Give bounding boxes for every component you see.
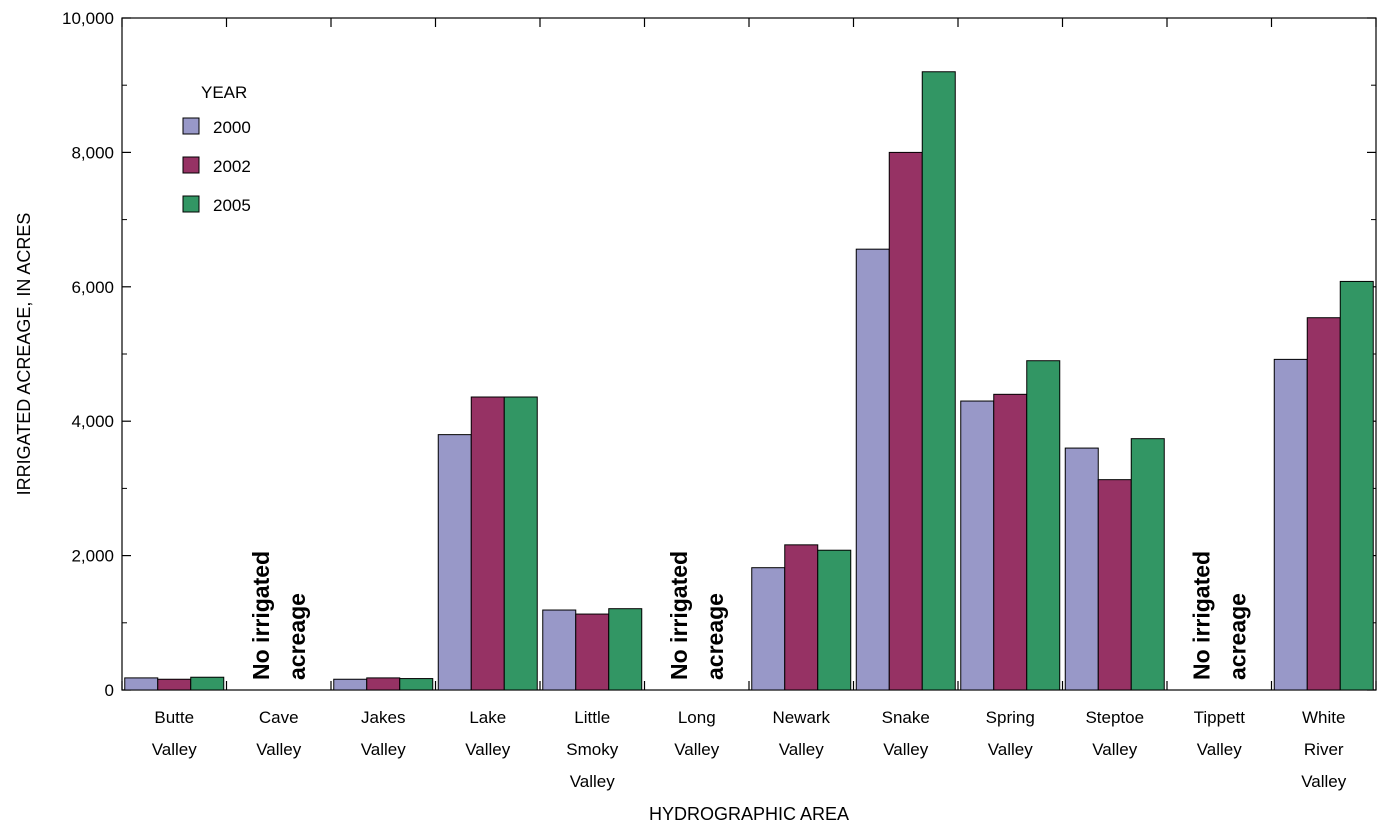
category-label: Valley	[361, 740, 407, 759]
category-label: Snake	[882, 708, 930, 727]
bar-2000	[960, 400, 995, 691]
legend-swatch-2005	[182, 195, 200, 213]
x-axis-title: HYDROGRAPHIC AREA	[649, 804, 849, 824]
annotation-line: No irrigated	[666, 551, 692, 680]
annotation-line: No irrigated	[1188, 551, 1214, 680]
bar-2005	[399, 678, 434, 691]
category-label: Valley	[1092, 740, 1138, 759]
bar-2002	[993, 393, 1028, 691]
bar-2000	[855, 248, 890, 691]
bar-2002	[888, 151, 923, 691]
y-tick-label: 8,000	[71, 143, 114, 162]
category-label: Valley	[465, 740, 511, 759]
bar-2002	[1306, 317, 1341, 691]
bar-2005	[1130, 438, 1165, 691]
annotation-line: acreage	[284, 593, 310, 680]
y-tick-label: 2,000	[71, 547, 114, 566]
category-label: Long	[678, 708, 716, 727]
category-label: Lake	[469, 708, 506, 727]
bar-2000	[333, 678, 368, 691]
bar-2002	[575, 613, 610, 691]
category-label: Little	[574, 708, 610, 727]
y-tick-label: 6,000	[71, 278, 114, 297]
category-label: Valley	[152, 740, 198, 759]
y-tick-label: 4,000	[71, 412, 114, 431]
bar-2005	[503, 396, 538, 691]
category-label: Tippett	[1194, 708, 1246, 727]
bar-2005	[608, 608, 643, 691]
legend-label-2005: 2005	[213, 196, 251, 215]
category-label: Valley	[988, 740, 1034, 759]
category-label: Jakes	[361, 708, 405, 727]
category-label: Newark	[772, 708, 830, 727]
bar-2000	[751, 567, 786, 691]
bar-2002	[1097, 479, 1132, 691]
category-label: Valley	[1197, 740, 1243, 759]
annotation-line: acreage	[1224, 593, 1250, 680]
bar-2000	[542, 609, 577, 691]
bar-2005	[921, 71, 956, 691]
no-acreage-annotation: No irrigated acreage	[248, 551, 310, 680]
category-label: Valley	[883, 740, 929, 759]
category-label: Valley	[570, 772, 616, 791]
category-label: Cave	[259, 708, 299, 727]
bar-2000	[1273, 358, 1308, 691]
category-label: Butte	[154, 708, 194, 727]
bar-2002	[470, 396, 505, 691]
category-label: Valley	[256, 740, 302, 759]
annotation-line: No irrigated	[248, 551, 274, 680]
bar-2005	[817, 549, 852, 691]
annotation-line: acreage	[702, 593, 728, 680]
bar-2002	[784, 544, 819, 691]
bar-2005	[190, 676, 225, 691]
category-label: White	[1302, 708, 1345, 727]
y-tick-label: 10,000	[62, 9, 114, 28]
bar-2005	[1026, 360, 1061, 691]
category-label: Valley	[674, 740, 720, 759]
bar-2000	[437, 434, 472, 691]
legend-label-2002: 2002	[213, 157, 251, 176]
category-label: Spring	[986, 708, 1035, 727]
legend-label-2000: 2000	[213, 118, 251, 137]
category-label: Smoky	[566, 740, 618, 759]
bar-2000	[1064, 447, 1099, 691]
no-acreage-annotation: No irrigated acreage	[1188, 551, 1250, 680]
legend-swatch-2002	[182, 156, 200, 174]
y-tick-label: 0	[105, 681, 114, 700]
category-label: River	[1304, 740, 1344, 759]
legend-title: YEAR	[201, 83, 247, 102]
no-acreage-annotation: No irrigated acreage	[666, 551, 728, 680]
category-label: Steptoe	[1085, 708, 1144, 727]
category-label: Valley	[1301, 772, 1347, 791]
bar-2005	[1339, 280, 1374, 691]
bar-2002	[366, 677, 401, 691]
category-label: Valley	[779, 740, 825, 759]
y-axis-title: IRRIGATED ACREAGE, IN ACRES	[14, 213, 34, 496]
bar-2000	[124, 677, 159, 691]
legend-swatch-2000	[182, 117, 200, 135]
bar-2002	[157, 678, 192, 691]
